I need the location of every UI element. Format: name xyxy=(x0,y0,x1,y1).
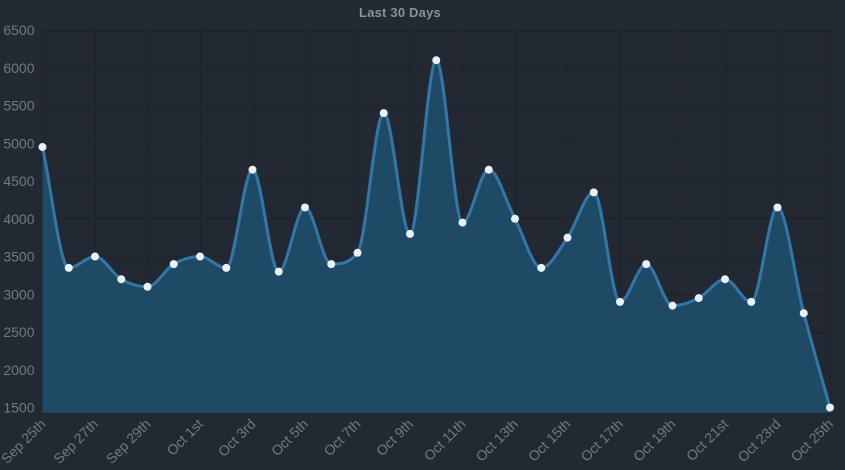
data-point[interactable] xyxy=(64,263,73,272)
x-tick-label: Oct 19th xyxy=(630,416,679,465)
x-tick-label: Oct 13th xyxy=(472,416,521,465)
data-point[interactable] xyxy=(537,263,546,272)
x-tick-label: Oct 9th xyxy=(373,416,416,459)
data-point[interactable] xyxy=(379,109,388,118)
data-point[interactable] xyxy=(668,301,677,310)
data-point[interactable] xyxy=(91,252,99,261)
data-point[interactable] xyxy=(747,297,756,306)
data-point[interactable] xyxy=(589,188,598,197)
y-tick-label: 3500 xyxy=(3,249,34,265)
data-point[interactable] xyxy=(274,267,283,276)
data-point[interactable] xyxy=(169,260,178,269)
data-point[interactable] xyxy=(458,218,467,227)
data-point[interactable] xyxy=(642,260,651,269)
x-tick-label: Sep 25th xyxy=(0,416,49,467)
data-point[interactable] xyxy=(406,229,414,238)
y-axis-labels: 1500 2000 2500 3000 3500 4000 4500 5000 5500 6000… xyxy=(3,22,34,416)
data-point-markers[interactable] xyxy=(38,56,835,412)
y-tick-label: 5000 xyxy=(3,135,34,151)
x-axis-labels: Sep 25th Sep 27th Sep 29th Oct 1st Oct 3rd Oc… xyxy=(0,416,836,467)
y-tick-label: 4000 xyxy=(3,211,34,227)
area-fill xyxy=(42,60,830,413)
y-tick-label: 4500 xyxy=(3,173,34,189)
x-tick-label: Oct 25th xyxy=(787,416,836,465)
x-tick-label: Sep 29th xyxy=(103,416,154,467)
x-tick-label: Oct 17th xyxy=(577,416,626,465)
x-tick-label: Oct 7th xyxy=(320,416,363,459)
data-point[interactable] xyxy=(721,275,729,284)
x-tick-label: Oct 3rd xyxy=(215,416,259,460)
y-tick-label: 6500 xyxy=(3,22,34,38)
y-tick-label: 2000 xyxy=(3,362,34,378)
data-point[interactable] xyxy=(773,203,782,212)
data-point[interactable] xyxy=(38,143,47,152)
data-point[interactable] xyxy=(327,260,336,269)
data-point[interactable] xyxy=(616,297,624,306)
y-tick-label: 6000 xyxy=(3,60,34,76)
y-tick-label: 5500 xyxy=(3,98,34,114)
x-tick-label: Sep 27th xyxy=(50,416,101,467)
data-point[interactable] xyxy=(222,263,231,272)
data-point[interactable] xyxy=(248,165,257,174)
data-point[interactable] xyxy=(353,248,362,257)
x-tick-label: Oct 15th xyxy=(525,416,574,465)
y-tick-label: 1500 xyxy=(3,400,34,416)
x-tick-label: Oct 23rd xyxy=(734,416,783,465)
y-tick-label: 2500 xyxy=(3,324,34,340)
x-tick-label: Oct 11th xyxy=(421,416,469,464)
data-point[interactable] xyxy=(196,252,204,261)
data-point[interactable] xyxy=(484,165,493,174)
x-tick-label: Oct 1st xyxy=(163,416,206,459)
data-point[interactable] xyxy=(511,214,519,223)
data-point[interactable] xyxy=(117,275,126,284)
x-tick-label: Oct 5th xyxy=(268,416,311,459)
data-point[interactable] xyxy=(563,233,572,242)
data-point[interactable] xyxy=(143,282,152,291)
data-point[interactable] xyxy=(432,56,441,65)
data-point[interactable] xyxy=(799,309,808,318)
data-point[interactable] xyxy=(301,203,309,212)
data-point[interactable] xyxy=(694,294,703,303)
chart-title: Last 30 Days xyxy=(359,5,441,20)
data-point[interactable] xyxy=(826,403,834,412)
x-tick-label: Oct 21st xyxy=(683,416,731,464)
y-tick-label: 3000 xyxy=(3,286,34,302)
